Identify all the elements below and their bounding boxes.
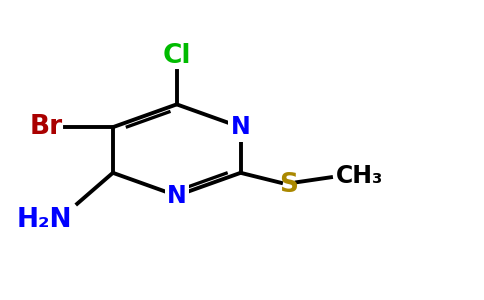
Text: S: S: [279, 172, 298, 198]
Text: N: N: [231, 115, 251, 139]
Text: Cl: Cl: [163, 43, 191, 69]
Text: H₂N: H₂N: [17, 207, 73, 233]
Text: N: N: [167, 184, 187, 208]
Text: CH₃: CH₃: [336, 164, 383, 188]
Text: Br: Br: [30, 114, 63, 140]
